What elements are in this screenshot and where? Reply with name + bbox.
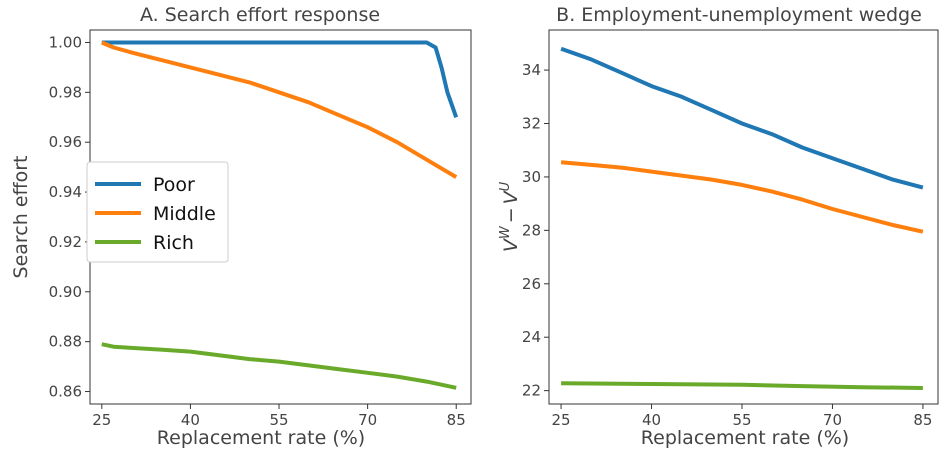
panel-a-ytick-label: 1.00 xyxy=(49,33,82,51)
panel-a-line-rich xyxy=(101,342,457,390)
panel-b-ytick-label: 26 xyxy=(522,275,541,293)
panel-a-ytick-label: 0.90 xyxy=(49,283,82,301)
panel-b-ylabel: VW−VU xyxy=(498,181,522,252)
panel-b-ytick-label: 34 xyxy=(522,61,541,79)
panel-b: B. Employment-unemployment wedge Replace… xyxy=(498,4,939,449)
panel-a-xtick-label: 25 xyxy=(92,411,111,429)
panel-b-xtick-label: 70 xyxy=(823,411,842,429)
panel-b-ytick-label: 24 xyxy=(522,328,541,346)
panel-a-ylabel: Search effort xyxy=(10,156,32,279)
panel-a: A. Search effort response Replacement ra… xyxy=(10,4,472,449)
panel-b-ytick-label: 32 xyxy=(522,115,541,133)
panel-a-ytick-label: 0.86 xyxy=(49,383,82,401)
panel-b-xtick-label: 85 xyxy=(913,411,932,429)
panel-a-ytick-label: 0.98 xyxy=(49,83,82,101)
panel-b-line-middle xyxy=(560,160,924,234)
legend-label-rich: Rich xyxy=(153,232,194,254)
panel-b-title: B. Employment-unemployment wedge xyxy=(556,4,922,26)
ylabel-v1: V xyxy=(500,237,522,252)
panel-a-ytick-label: 0.94 xyxy=(49,183,82,201)
panel-a-xtick-label: 55 xyxy=(269,411,288,429)
ylabel-v2: V xyxy=(500,189,522,204)
panel-a-xlabel: Replacement rate (%) xyxy=(157,427,365,449)
panel-b-ytick-label: 22 xyxy=(522,382,541,400)
panel-b-ytick-label: 28 xyxy=(522,221,541,239)
ylabel-sup-u: U xyxy=(498,181,513,191)
ylabel-minus: − xyxy=(500,207,522,223)
legend-label-poor: Poor xyxy=(153,174,195,196)
panel-b-xlabel: Replacement rate (%) xyxy=(641,427,849,449)
panel-a-line-middle xyxy=(101,40,458,179)
panel-a-ytick-label: 0.92 xyxy=(49,233,82,251)
panel-b-line-poor xyxy=(560,46,924,190)
panel-b-xtick-label: 25 xyxy=(552,411,571,429)
panel-a-xtick-label: 85 xyxy=(447,411,466,429)
panel-b-line-rich xyxy=(561,381,923,390)
panel-a-title: A. Search effort response xyxy=(140,4,380,26)
panel-a-plot: 25 40 55 70 85 0.86 0.88 0.90 0.92 0.94 0.96 0.98 1.… xyxy=(49,29,472,429)
panel-b-xtick-label: 40 xyxy=(642,411,661,429)
panel-b-plot: 25 40 55 70 85 22 24 26 28 30 32 34 xyxy=(522,29,939,429)
panel-a-legend-box xyxy=(86,161,229,263)
panel-a-ytick-label: 0.88 xyxy=(49,333,82,351)
panel-b-ytick-label: 30 xyxy=(522,168,541,186)
panel-a-ytick-label: 0.96 xyxy=(49,133,82,151)
panel-a-xtick-label: 40 xyxy=(181,411,200,429)
ylabel-sup-w: W xyxy=(498,225,513,239)
legend-label-middle: Middle xyxy=(153,203,216,225)
panel-a-line-poor xyxy=(101,40,459,118)
panel-b-xtick-label: 55 xyxy=(732,411,751,429)
panel-b-frame xyxy=(548,29,939,405)
panel-a-xtick-label: 70 xyxy=(358,411,377,429)
